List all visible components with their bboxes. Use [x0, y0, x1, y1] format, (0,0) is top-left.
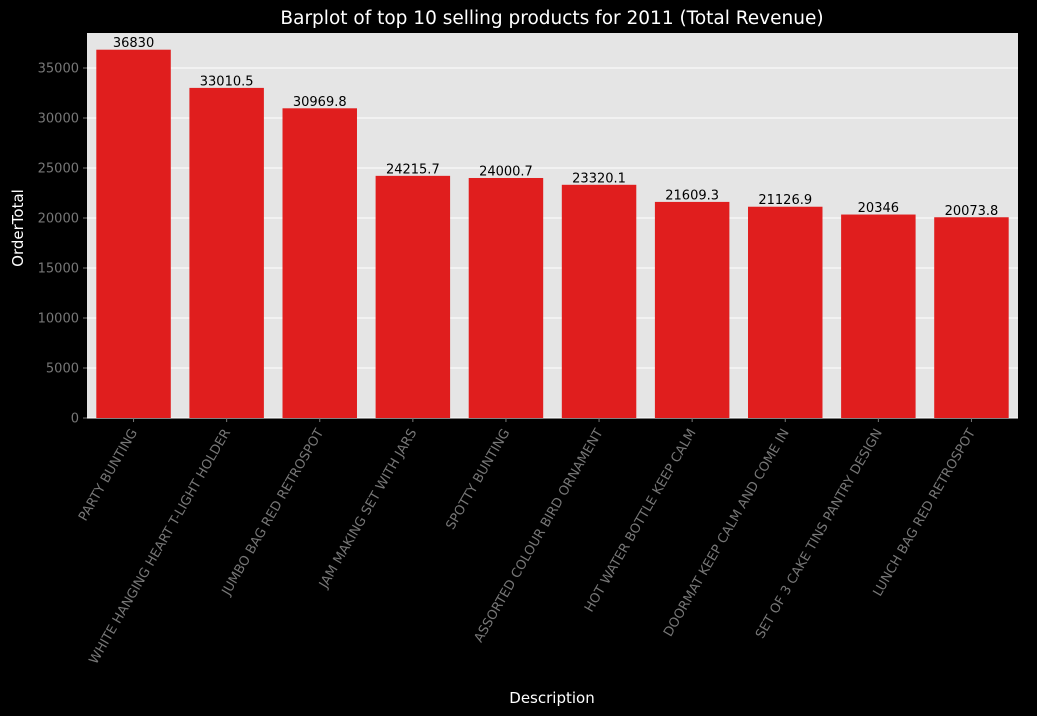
y-tick-label: 0 — [71, 412, 79, 427]
bar — [561, 184, 637, 418]
y-tick-label: 30000 — [38, 112, 79, 127]
y-tick-label: 20000 — [38, 212, 79, 227]
data-label: 23320.1 — [572, 171, 626, 186]
data-labels: 36830 33010.5 30969.8 24215.7 24000.7 23320.1… — [113, 36, 998, 219]
y-axis-ticks: 0 5000 10000 15000 20000 25000 30000 35000 — [38, 62, 87, 427]
x-axis-label: Description — [509, 689, 594, 707]
bar — [748, 206, 823, 418]
x-tick-label: LUNCH BAG RED RETROSPOT — [871, 426, 979, 599]
x-tick-label: SPOTTY BUNTING — [444, 427, 514, 533]
data-label: 20346 — [858, 201, 899, 216]
bar — [654, 201, 730, 418]
bars — [96, 49, 1009, 419]
data-label: 24215.7 — [386, 162, 440, 177]
x-tick-label: JAM MAKING SET WITH JARS — [316, 427, 420, 592]
x-tick-label: JUMBO BAG RED RETROSPOT — [219, 426, 327, 599]
chart-title: Barplot of top 10 selling products for 2… — [280, 8, 823, 29]
x-tick-label: PARTY BUNTING — [76, 427, 141, 524]
data-label: 33010.5 — [200, 74, 254, 89]
bar — [96, 49, 171, 418]
y-tick-label: 10000 — [38, 312, 79, 327]
data-label: 20073.8 — [945, 204, 999, 219]
bar — [841, 214, 916, 418]
x-tick-label: HOT WATER BOTTLE KEEP CALM — [582, 427, 699, 615]
bar — [282, 108, 357, 418]
data-label: 24000.7 — [479, 164, 533, 179]
y-tick-label: 5000 — [46, 362, 79, 377]
bar — [189, 87, 264, 419]
data-label: 30969.8 — [293, 95, 347, 110]
y-tick-label: 25000 — [38, 162, 79, 177]
y-tick-label: 15000 — [38, 262, 79, 277]
bar — [375, 175, 451, 418]
y-tick-label: 35000 — [38, 62, 79, 77]
bar — [934, 217, 1009, 418]
bar — [468, 177, 544, 418]
data-label: 21609.3 — [665, 188, 719, 203]
data-label: 36830 — [113, 36, 154, 51]
data-label: 21126.9 — [758, 193, 812, 208]
y-axis-label: OrderTotal — [9, 189, 27, 267]
